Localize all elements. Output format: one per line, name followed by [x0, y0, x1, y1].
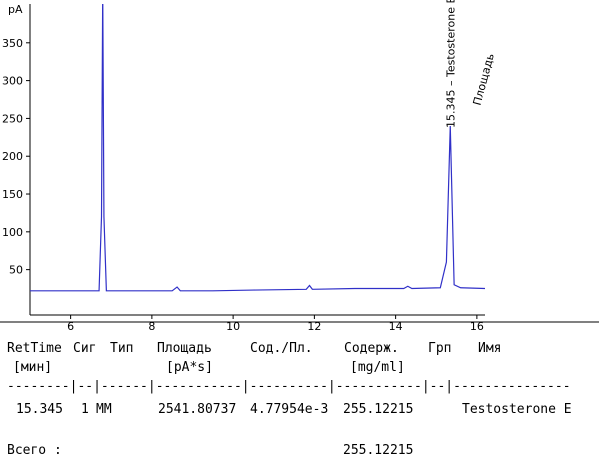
data-cell: 1: [81, 402, 89, 417]
x-tick-label: 16: [470, 320, 484, 333]
total-value: 255.12215: [343, 443, 413, 458]
y-tick-label: 350: [2, 37, 23, 50]
peak-label: 15.345 – Testosterone E: [444, 0, 457, 128]
plot: [30, 4, 485, 292]
y-tick-label: 300: [2, 75, 23, 88]
unit-cell: [pA*s]: [166, 360, 213, 375]
results-table: RetTime Сиг Тип Площадь Сод./Пл. Содерж. Грп Им…: [7, 341, 572, 458]
header-cell: Грп: [428, 341, 451, 356]
header-cell: Площадь: [157, 341, 212, 356]
header-cell: Содерж.: [344, 341, 399, 356]
header-cell: Сиг: [73, 341, 96, 356]
x-tick-label: 10: [226, 320, 240, 333]
unit-cell: [mg/ml]: [350, 360, 405, 375]
x-tick-label: 8: [148, 320, 155, 333]
data-cell: 15.345: [16, 402, 63, 417]
data-cell: 255.12215: [343, 402, 413, 417]
y-tick-label: 100: [2, 226, 23, 239]
x-tick-label: 6: [67, 320, 74, 333]
y-tick-label: 150: [2, 188, 23, 201]
data-cell: Testosterone E: [462, 402, 572, 417]
y-tick-label: 50: [9, 264, 23, 277]
unit-cell: [мин]: [13, 360, 52, 375]
data-cell: MM: [96, 402, 112, 417]
header-cell: Имя: [478, 341, 501, 356]
data-cell: 4.77954e-3: [250, 402, 328, 417]
y-tick-label: 250: [2, 112, 23, 125]
header-cell: RetTime: [7, 341, 62, 356]
signal-line: [30, 4, 485, 292]
separator: --------|--|------|-----------|---------…: [7, 379, 571, 394]
total-label: Всего :: [7, 443, 62, 458]
x-tick-label: 12: [307, 320, 321, 333]
header-cell: Тип: [110, 341, 133, 356]
header-cell: Сод./Пл.: [250, 341, 313, 356]
y-unit: pA: [8, 3, 23, 16]
y-tick-label: 200: [2, 150, 23, 163]
x-tick-label: 14: [389, 320, 403, 333]
data-cell: 2541.80737: [158, 402, 236, 417]
